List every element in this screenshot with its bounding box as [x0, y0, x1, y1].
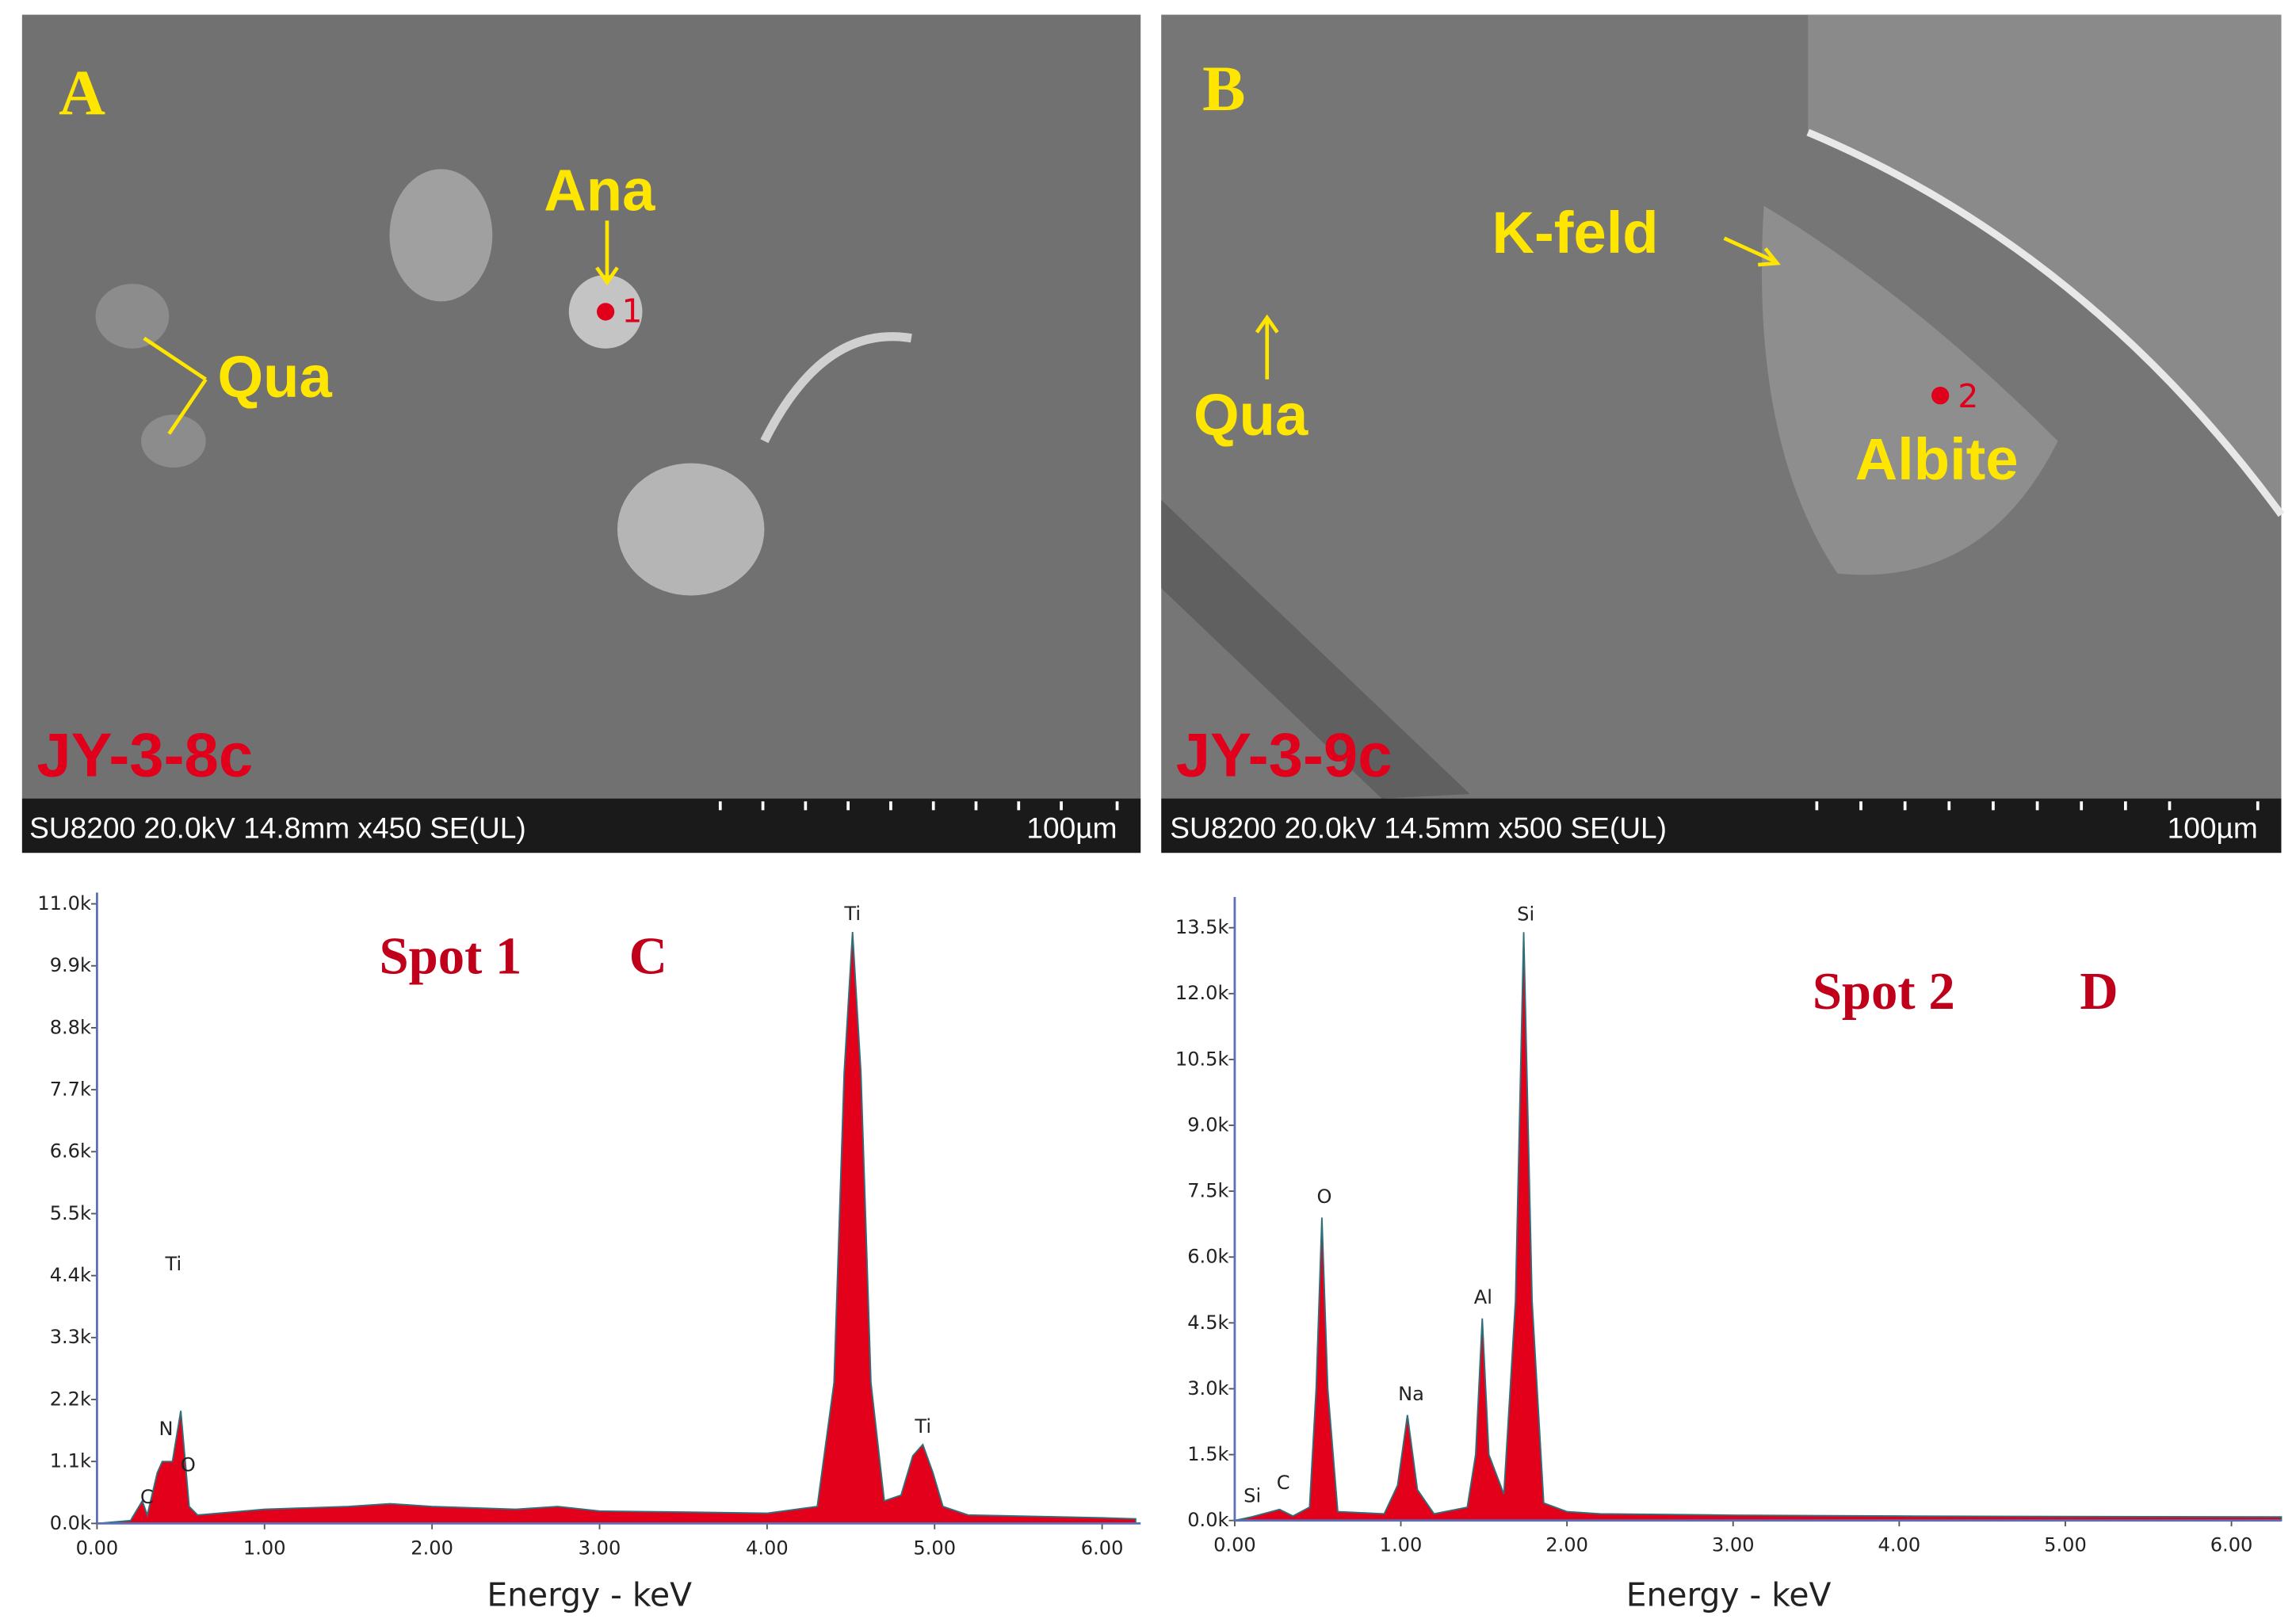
peak-label: Na: [1398, 1383, 1424, 1405]
peak-label: Ti: [914, 1415, 931, 1438]
region: [1808, 14, 2282, 515]
y-tick-label: 8.8k: [50, 1016, 91, 1038]
peak-label: C: [1277, 1472, 1290, 1494]
panel-letter: A: [59, 57, 105, 129]
panel-letter: C: [629, 926, 667, 985]
mineral-label: Qua: [217, 344, 332, 410]
sem-info: SU8200 20.0kV 14.5mm x500 SE(UL): [1170, 811, 1667, 845]
scale-bar: [1815, 801, 2260, 811]
edge: [1806, 128, 2285, 517]
chart-title: Spot 1: [380, 926, 522, 985]
x-tick-label: 2.00: [411, 1537, 453, 1559]
grain: [1761, 205, 2058, 575]
grain: [617, 463, 765, 596]
spectrum: [97, 932, 1137, 1525]
info-bar: [1161, 798, 2282, 853]
x-tick-label: 3.00: [579, 1537, 621, 1559]
info-bar: [21, 798, 1141, 853]
y-tick-label: 4.5k: [1187, 1312, 1228, 1334]
y-tick-label: 12.0k: [1175, 982, 1229, 1004]
grain: [389, 169, 493, 302]
mineral-label: Albite: [1855, 426, 2019, 492]
grain: [95, 284, 170, 349]
peak-label: Si: [1517, 903, 1534, 925]
arrow: [1255, 314, 1279, 380]
mineral-label: Qua: [1194, 382, 1308, 448]
x-axis-label: Energy - keV: [487, 1575, 692, 1613]
y-tick-label: 6.0k: [1187, 1246, 1228, 1268]
spot-marker: [1931, 387, 1950, 405]
spot-marker: [596, 303, 615, 321]
x-tick-label: 0.00: [76, 1537, 119, 1559]
spot-number: 2: [1958, 377, 1978, 415]
x-tick-label: 4.00: [746, 1537, 789, 1559]
spectrum: [1234, 932, 2283, 1522]
y-tick-label: 11.0k: [37, 892, 91, 915]
y-tick-label: 7.7k: [50, 1079, 91, 1101]
y-tick-label: 0.0k: [1187, 1509, 1228, 1531]
arrow: [143, 336, 208, 435]
x-tick-label: 1.00: [1380, 1534, 1423, 1556]
x-axis-label: Energy - keV: [1626, 1575, 1832, 1613]
x-tick-label: 5.00: [2044, 1534, 2087, 1556]
y-tick-label: 10.5k: [1175, 1048, 1229, 1070]
sem-info: SU8200 20.0kV 14.8mm x450 SE(UL): [29, 811, 526, 845]
x-tick-label: 6.00: [2210, 1534, 2253, 1556]
sample-id: JY-3-8c: [36, 720, 253, 790]
peak-label: O: [1317, 1186, 1332, 1208]
y-tick-label: 3.3k: [50, 1326, 91, 1348]
x-tick-label: 4.00: [1878, 1534, 1921, 1556]
y-tick-label: 4.4k: [50, 1264, 91, 1286]
x-tick-label: 1.00: [243, 1537, 286, 1559]
peak-label: N: [159, 1418, 174, 1440]
y-tick-label: 7.5k: [1187, 1180, 1228, 1202]
texture: [760, 332, 912, 444]
scale-bar: [718, 801, 1119, 811]
y-tick-label: 1.5k: [1187, 1443, 1228, 1465]
x-tick-label: 6.00: [1081, 1537, 1124, 1559]
y-tick-label: 5.5k: [50, 1202, 91, 1224]
sem-image: [21, 14, 1141, 799]
x-tick-label: 5.00: [913, 1537, 956, 1559]
y-tick-label: 2.2k: [50, 1388, 91, 1410]
sem-panel-a: A Ana 1 Qua JY-3-8c SU8200 20.0kV 14.8mm…: [21, 14, 1141, 853]
scale-bar-label: 100µm: [1026, 811, 1117, 845]
y-tick-label: 6.6k: [50, 1140, 91, 1163]
peak-label: Si: [1244, 1485, 1261, 1507]
mineral-label: Ana: [544, 157, 655, 223]
y-tick-label: 1.1k: [50, 1450, 91, 1472]
arrow: [595, 220, 619, 286]
x-tick-label: 3.00: [1712, 1534, 1755, 1556]
peak-label: C: [140, 1486, 154, 1508]
x-tick-label: 0.00: [1213, 1534, 1256, 1556]
peak-label: Ti: [165, 1253, 182, 1275]
peak-label: Al: [1474, 1286, 1492, 1308]
scale-bar-label: 100µm: [2168, 811, 2258, 845]
y-tick-label: 0.0k: [50, 1512, 91, 1534]
y-tick-label: 9.9k: [50, 954, 91, 976]
chart-title: Spot 2: [1813, 962, 1955, 1021]
panel-letter: B: [1202, 52, 1245, 124]
grain: [141, 414, 206, 468]
peak-label: O: [181, 1454, 196, 1476]
spot-number: 1: [622, 292, 643, 330]
texture: [1161, 499, 1470, 799]
panel-letter: D: [2080, 962, 2118, 1021]
y-tick-label: 13.5k: [1175, 916, 1229, 938]
sem-panel-b: B K-feld Qua 2 Albite JY-3-9c SU8200 20.…: [1161, 14, 2285, 853]
y-tick-label: 3.0k: [1187, 1377, 1228, 1399]
sample-id: JY-3-9c: [1176, 720, 1392, 790]
x-tick-label: 2.00: [1545, 1534, 1588, 1556]
mineral-label: K-feld: [1492, 200, 1658, 265]
arrow: [1723, 236, 1781, 267]
peak-label: Ti: [843, 903, 861, 925]
y-tick-label: 9.0k: [1187, 1113, 1228, 1136]
